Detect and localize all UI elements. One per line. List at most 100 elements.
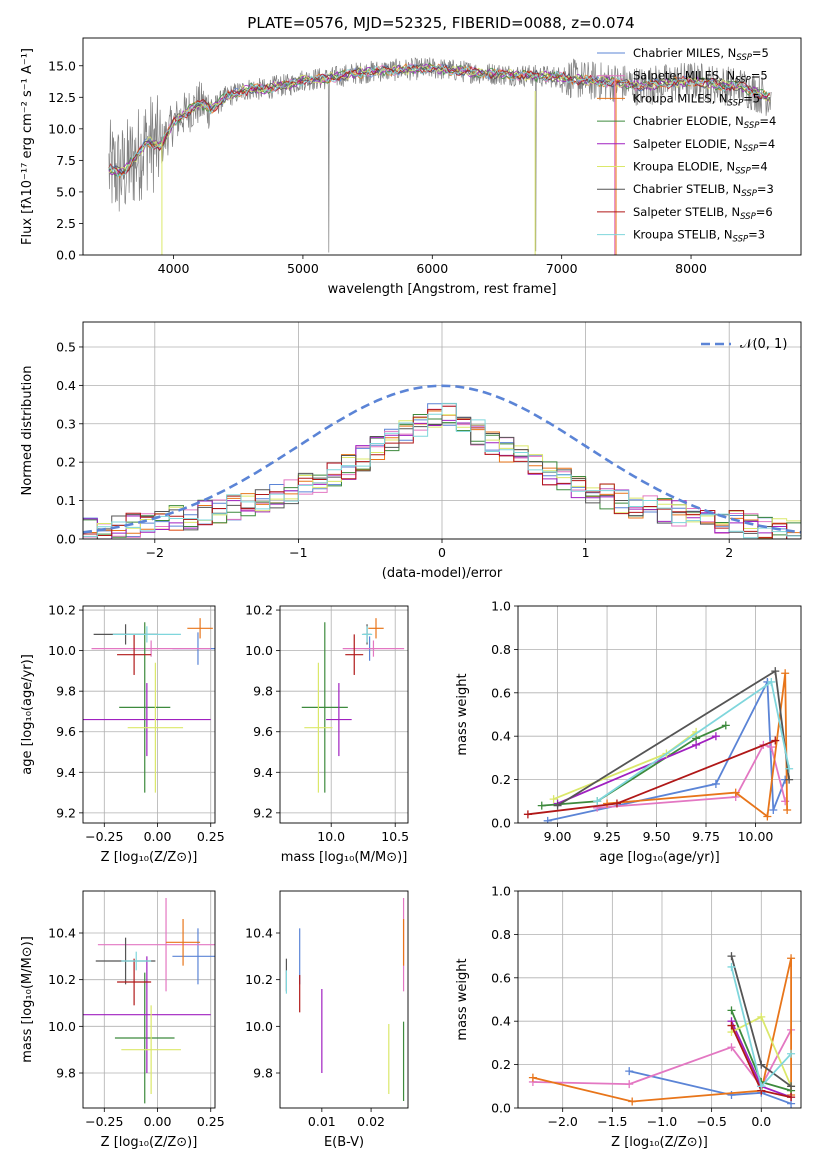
legend-label-tail: =5 [751, 69, 768, 83]
y-axis-label: age [log₁₀(age/yr)] [20, 654, 35, 775]
y-tick-label: 0.6 [491, 970, 511, 985]
y-tick-label: 10.2 [245, 603, 273, 618]
y-axis-label: mass [log₁₀(M/M⊙)] [20, 936, 35, 1063]
y-tick-label: 0.2 [56, 455, 76, 470]
legend-label-sub: SSP [744, 121, 760, 131]
y-tick-label: 7.5 [56, 153, 76, 168]
legend-label-tail: =3 [748, 228, 765, 242]
y-tick-label: 9.8 [56, 684, 76, 699]
axes-frame [82, 605, 216, 824]
x-tick-label: 8000 [675, 261, 707, 276]
series-marker-chabrier-elodie [721, 721, 730, 730]
panel-spectrum: 4000 5000 6000 7000 8000 0.0 2.5 5.0 7.5 10.0 12.5… [20, 37, 802, 297]
legend-label-sub: SSP [741, 189, 757, 199]
series-marker-chabrier-elodie [727, 1006, 736, 1015]
series-marker-chabrier-miles [543, 816, 552, 823]
series-marker-salpeter-elodie [711, 732, 720, 741]
x-tick-label: 0 [438, 545, 446, 560]
series-line-chabrier-miles [628, 1070, 792, 1105]
series-marker-chabrier-miles [625, 1067, 634, 1076]
x-tick-label: −2 [146, 545, 164, 560]
y-tick-label: 0.8 [491, 927, 511, 942]
y-tick-label: 0.2 [491, 772, 511, 787]
y-tick-label: 10.0 [48, 121, 76, 136]
x-tick-label: 6000 [416, 261, 448, 276]
y-tick-label: 0.4 [56, 378, 76, 393]
y-tick-label: 10.4 [245, 926, 273, 941]
x-tick-label: −1 [289, 545, 307, 560]
plot-area [301, 618, 405, 793]
x-tick-label: −0.5 [696, 1114, 726, 1129]
y-tick-label: 0.4 [491, 729, 511, 744]
series-marker-kroupa-miles [763, 812, 772, 821]
x-axis-label: Z [log₁₀(Z/Z⊙)] [101, 850, 198, 865]
legend-label-main: Kroupa ELODIE, N [633, 160, 735, 174]
legend-label-main: Salpeter STELIB, N [633, 205, 740, 219]
series-marker-chabrier-stelib [727, 952, 736, 961]
y-tick-label: 10.2 [48, 603, 76, 618]
x-tick-label: 0.0 [751, 1114, 771, 1129]
series-marker-kroupa-stelib [785, 764, 794, 773]
x-axis-label: wavelength [Angstrom, rest frame] [328, 282, 557, 297]
legend-label-sub: SSP [740, 212, 756, 222]
panel-mass-vs-EBV: 0.01 0.02 9.8 10.0 10.2 10.4 E(B-V) [245, 890, 409, 1150]
y-tick-label: 9.8 [253, 1066, 273, 1081]
legend-label: Salpeter ELODIE, NSSP=4 [633, 137, 775, 154]
y-tick-label: 0.2 [491, 1057, 511, 1072]
series-line-chabrier-elodie [541, 724, 727, 807]
y-tick-label: 15.0 [48, 58, 76, 73]
series-marker-kroupa-miles [528, 1073, 537, 1082]
y-tick-label: 12.5 [48, 90, 76, 105]
x-tick-label: −1.5 [597, 1114, 627, 1129]
y-tick-label: 10.0 [245, 1019, 273, 1034]
legend-label-tail: =4 [759, 114, 776, 128]
x-tick-label: 0.01 [308, 1114, 336, 1129]
y-tick-label: 9.6 [56, 724, 76, 739]
y-tick-label: 9.6 [253, 724, 273, 739]
series-marker-kroupa-elodie [757, 1012, 766, 1021]
series-marker-chabrier-miles [769, 805, 778, 814]
legend-label-main: Chabrier STELIB, N [633, 182, 741, 196]
y-tick-label: 9.2 [56, 805, 76, 820]
plot-area [83, 898, 215, 1104]
x-tick-label: 10.0 [317, 829, 345, 844]
x-axis-label: age [log₁₀(age/yr)] [599, 850, 720, 865]
x-tick-label: 7000 [546, 261, 578, 276]
legend-label-main: Chabrier ELODIE, N [633, 114, 744, 128]
legend-label: Salpeter STELIB, NSSP=6 [633, 205, 773, 222]
series-marker-chabrier-stelib [771, 667, 780, 676]
y-tick-label: 9.4 [253, 765, 273, 780]
axes-frame [82, 37, 802, 256]
series-marker-salpeter-miles [727, 1043, 736, 1052]
legend-label-sub: SSP [735, 76, 751, 86]
legend-label: 𝒩(0, 1) [740, 337, 787, 352]
x-axis-label: E(B-V) [324, 1135, 364, 1150]
panel-weight-vs-age: 9.00 9.25 9.50 9.75 10.00 0.0 0.2 0.4 0.6 0.8 1.0 a… [455, 599, 802, 865]
x-tick-label: −0.25 [85, 1114, 123, 1129]
series-marker-kroupa-stelib [727, 962, 736, 971]
plot-area [83, 384, 801, 539]
series-marker-kroupa-miles [787, 954, 796, 963]
legend-label-tail: =5 [752, 46, 769, 60]
plot-area [285, 898, 405, 1101]
legend-label-sub: SSP [733, 235, 749, 245]
plot-area [528, 952, 796, 1108]
x-axis-label: Z [log₁₀(Z/Z⊙)] [101, 1135, 198, 1150]
y-tick-label: 1.0 [491, 599, 511, 614]
x-tick-label: −0.25 [85, 829, 123, 844]
legend-label-sub: SSP [743, 144, 759, 154]
x-tick-label: 5000 [287, 261, 319, 276]
series-marker-salpeter-stelib [787, 1093, 796, 1102]
series-marker-kroupa-miles [628, 1097, 637, 1106]
series-marker-chabrier-miles [711, 779, 720, 788]
y-tick-label: 0.0 [491, 816, 511, 831]
legend-label-sub: SSP [728, 98, 744, 108]
y-tick-label: 9.4 [56, 765, 76, 780]
x-tick-label: −1.0 [647, 1114, 677, 1129]
axes-frame [517, 890, 802, 1109]
model-line-kroupa-stelib-n-ssp-3 [108, 64, 771, 178]
normal-distribution-line [83, 384, 801, 534]
x-tick-label: 10.5 [381, 829, 409, 844]
y-tick-label: 10.4 [48, 926, 76, 941]
